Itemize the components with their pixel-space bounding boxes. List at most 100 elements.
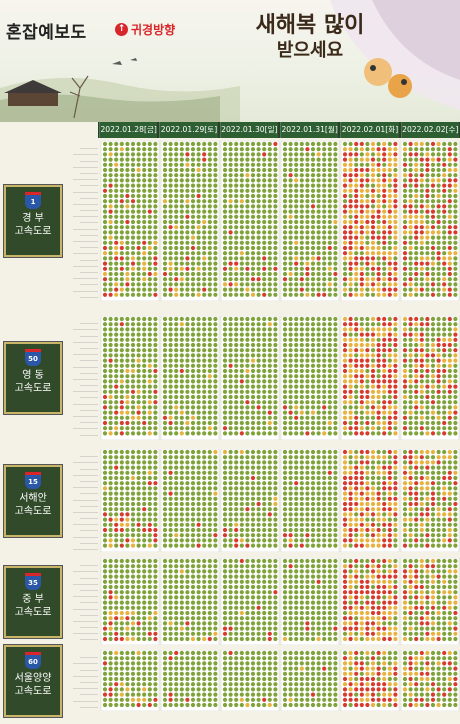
congestion-dot [147, 374, 152, 379]
congestion-dot [153, 491, 158, 496]
congestion-dot [245, 152, 250, 157]
congestion-dot [168, 173, 173, 178]
congestion-dot [153, 327, 158, 332]
congestion-dot [327, 558, 332, 564]
congestion-dot [239, 579, 244, 584]
congestion-dot [239, 475, 244, 481]
congestion-dot [282, 431, 288, 436]
congestion-dot [310, 178, 316, 183]
congestion-dot [196, 271, 201, 277]
congestion-dot [153, 322, 158, 327]
congestion-dot [202, 455, 207, 460]
congestion-dot [202, 389, 207, 394]
congestion-dot [333, 167, 338, 173]
congestion-dot [262, 426, 267, 431]
congestion-dot [174, 225, 179, 230]
congestion-dot [256, 379, 261, 384]
congestion-dot [408, 316, 413, 322]
congestion-dot [333, 204, 338, 209]
congestion-dot [430, 251, 436, 256]
congestion-dot [354, 256, 359, 261]
congestion-dot [342, 342, 348, 348]
congestion-dot [408, 188, 413, 193]
congestion-dot [119, 564, 124, 569]
congestion-dot [408, 449, 413, 455]
congestion-dot [425, 209, 430, 214]
congestion-dot [430, 449, 436, 455]
congestion-dot [299, 157, 304, 162]
congestion-dot [239, 410, 244, 415]
congestion-dot [288, 342, 293, 348]
congestion-dot [207, 245, 212, 251]
congestion-dot [442, 240, 447, 245]
congestion-dot [185, 384, 190, 389]
congestion-dot [327, 455, 332, 460]
congestion-dot [273, 610, 278, 616]
congestion-dot [136, 405, 141, 410]
congestion-dot [207, 543, 212, 548]
congestion-dot [262, 475, 267, 481]
congestion-dot [447, 501, 452, 507]
congestion-dot [414, 141, 419, 147]
congestion-dot [447, 486, 452, 491]
congestion-dot [430, 405, 436, 410]
congestion-dot [179, 455, 184, 460]
congestion-dot [387, 431, 392, 436]
congestion-dot [228, 363, 233, 368]
congestion-dot [250, 631, 256, 636]
congestion-dot [262, 332, 267, 337]
congestion-dot [239, 235, 244, 240]
congestion-dot [185, 162, 190, 167]
congestion-dot [365, 256, 370, 261]
congestion-dot [294, 574, 299, 579]
congestion-dot [142, 486, 147, 491]
congestion-dot [262, 240, 267, 245]
congestion-dot [453, 475, 458, 481]
congestion-dot [365, 410, 370, 415]
congestion-dot [327, 178, 332, 183]
congestion-dot [250, 266, 256, 271]
congestion-dot [294, 287, 299, 292]
congestion-dot [130, 626, 136, 631]
congestion-dot [234, 405, 239, 410]
congestion-dot [333, 569, 338, 574]
congestion-dot [436, 266, 441, 271]
congestion-dot [342, 152, 348, 157]
congestion-dot [202, 533, 207, 538]
congestion-dot [125, 358, 130, 363]
congestion-dot [425, 292, 430, 297]
congestion-dot [130, 277, 136, 282]
congestion-dot [408, 538, 413, 543]
congestion-dot [196, 507, 201, 512]
congestion-dot [425, 245, 430, 251]
congestion-dot [408, 277, 413, 282]
congestion-grid [100, 316, 460, 440]
congestion-dot [239, 584, 244, 590]
congestion-dot [430, 183, 436, 188]
congestion-dot [262, 277, 267, 282]
congestion-dot [436, 261, 441, 266]
congestion-dot [114, 327, 119, 332]
congestion-dot [250, 621, 256, 626]
congestion-dot [310, 358, 316, 363]
congestion-dot [282, 167, 288, 173]
congestion-dot [168, 199, 173, 204]
congestion-dot [256, 394, 261, 400]
congestion-dot [190, 481, 196, 486]
congestion-dot [453, 491, 458, 496]
congestion-dot [365, 348, 370, 353]
congestion-dot [273, 481, 278, 486]
congestion-dot [447, 178, 452, 183]
congestion-dot [153, 173, 158, 178]
congestion-dot [316, 167, 321, 173]
congestion-dot [305, 157, 310, 162]
congestion-dot [256, 271, 261, 277]
congestion-dot [322, 491, 327, 496]
congestion-dot [102, 209, 108, 214]
congestion-dot [222, 574, 228, 579]
congestion-dot [256, 616, 261, 621]
congestion-dot [213, 486, 218, 491]
congestion-dot [234, 337, 239, 342]
congestion-dot [250, 327, 256, 332]
congestion-dot [234, 600, 239, 605]
